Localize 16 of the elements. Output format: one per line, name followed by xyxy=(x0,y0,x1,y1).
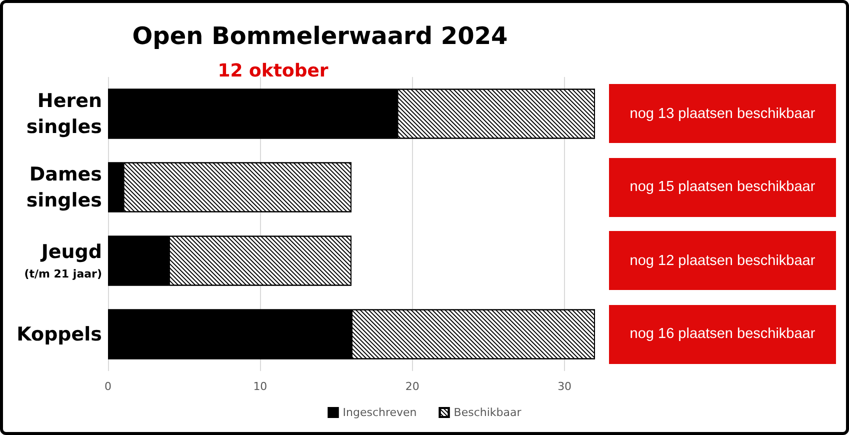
y-tick-label: Koppels xyxy=(16,323,102,346)
y-tick-label: Jeugd (t/m 21 jaar) xyxy=(24,240,102,280)
y-tick-label: Dames singles xyxy=(26,163,102,212)
y-tick-label: Heren singles xyxy=(26,90,102,138)
x-tick-label: 30 xyxy=(558,380,572,393)
x-tick-label: 0 xyxy=(104,380,112,393)
note-panel: nog 15 plaatsen beschikbaar xyxy=(609,158,836,217)
x-tick-label: 10 xyxy=(253,380,268,393)
legend-label: Beschikbaar xyxy=(454,406,522,419)
chart-title: Open Bommelerwaard 2024 xyxy=(132,22,508,50)
legend-label: Ingeschreven xyxy=(342,406,417,419)
chart-subtitle: 12 oktober xyxy=(218,60,328,82)
note-panel: nog 12 plaatsen beschikbaar xyxy=(609,231,836,290)
note-panel: nog 16 plaatsen beschikbaar xyxy=(609,304,836,364)
x-tick-label: 20 xyxy=(405,380,420,393)
note-panel: nog 13 plaatsen beschikbaar xyxy=(609,84,836,144)
